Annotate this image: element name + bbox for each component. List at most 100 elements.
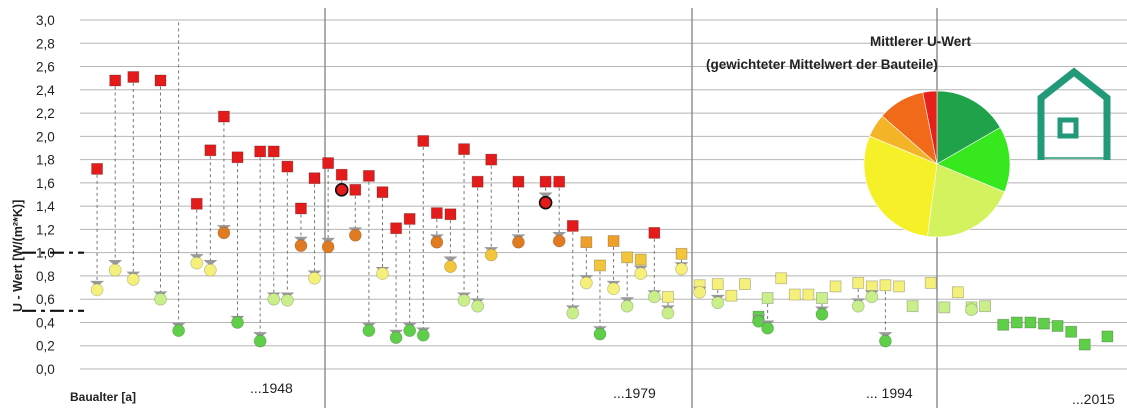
u-value-circle (294, 239, 308, 253)
u-value-square (906, 300, 919, 313)
y-tick-label: 2,4 (36, 83, 55, 98)
target-tick (108, 259, 123, 266)
u-value-square (1078, 338, 1091, 351)
x-axis-label: Baualter [a] (70, 390, 136, 404)
target-tick (203, 259, 218, 266)
u-value-square (607, 235, 620, 247)
y-tick-label: 3,0 (36, 13, 55, 28)
u-value-circle (593, 327, 607, 341)
u-value-circle (965, 303, 978, 317)
u-value-square (594, 259, 606, 272)
u-value-square (1101, 330, 1114, 343)
u-value-square (997, 318, 1010, 331)
era-label-2015: ...2015 (1072, 391, 1115, 407)
u-value-square (802, 288, 815, 301)
u-value-circle (471, 299, 485, 313)
u-value-square (308, 172, 321, 185)
u-value-circle (566, 306, 580, 320)
u-value-square (553, 175, 566, 188)
u-value-circle (444, 260, 457, 274)
u-value-square (788, 288, 801, 301)
u-value-square (1010, 316, 1023, 329)
u-value-square (879, 279, 892, 292)
pie-slice (936, 90, 1001, 165)
u-value-square (91, 163, 103, 175)
u-value-circle (154, 292, 167, 306)
u-value-square (204, 144, 217, 157)
connector-lines (96, 22, 972, 342)
u-value-square (761, 292, 774, 304)
u-value-square (127, 71, 140, 83)
pie-slice (936, 127, 1011, 193)
u-value-square (621, 251, 634, 264)
pie-title-line2: (gewichteter Mittelwert der Bauteile) (706, 57, 938, 72)
u-value-circle (512, 235, 525, 249)
u-value-square (829, 280, 842, 293)
era-label-1979: ...1979 (613, 385, 656, 401)
pie-chart (863, 90, 1011, 238)
u-value-circle (647, 290, 661, 304)
u-value-circle (865, 290, 879, 304)
u-value-square (648, 226, 661, 239)
y-tick-label: 1,6 (36, 176, 55, 191)
u-value-square (711, 278, 724, 290)
u-value-square (231, 151, 244, 164)
u-value-square (349, 183, 362, 196)
y-axis-ticks: 0,0 0,2 0,4 0,6 0,8 1,0 1,2 1,4 1,6 1,8 2,0 2,2 2,4 2… (36, 13, 55, 377)
u-value-square (662, 290, 674, 303)
u-value-square (938, 301, 951, 314)
data-points (90, 71, 1114, 351)
u-value-circle (711, 296, 725, 310)
u-value-circle (267, 292, 281, 306)
y-tick-label: 0,8 (36, 269, 55, 284)
y-axis-label: U - Wert [W/(m²*K)] (11, 200, 25, 312)
u-value-circle (552, 234, 566, 248)
pie-slice (863, 135, 938, 237)
y-tick-label: 1,2 (36, 222, 55, 237)
target-tick (538, 192, 553, 199)
u-value-square (335, 168, 348, 181)
era-label-1948: ...1948 (250, 380, 293, 396)
u-value-square (951, 286, 964, 299)
era-label-1994: ... 1994 (866, 385, 913, 401)
u-value-circle (203, 263, 217, 277)
u-value-square (1051, 320, 1064, 332)
u-value-circle (253, 334, 267, 348)
u-value-circle (90, 283, 104, 297)
u-value-square (634, 253, 647, 266)
u-value-circle (761, 321, 775, 335)
u-value-circle (430, 235, 444, 249)
u-value-square (566, 220, 579, 232)
y-tick-label: 2,8 (36, 36, 55, 51)
y-tick-label: 2,6 (36, 60, 55, 75)
y-tick-label: 1,0 (36, 246, 55, 261)
u-value-square (675, 247, 688, 260)
u-value-circle (362, 324, 376, 338)
u-value-square (254, 145, 267, 158)
u-value-square (725, 289, 738, 302)
u-value-circle (484, 248, 498, 262)
u-value-circle (457, 293, 471, 307)
u-value-square (1065, 325, 1078, 338)
u-value-square (390, 222, 402, 235)
u-value-square (539, 175, 552, 188)
u-value-square (852, 277, 865, 289)
pie-slice (927, 163, 1005, 238)
u-value-square (218, 110, 230, 123)
u-value-square (979, 300, 991, 313)
u-value-circle (280, 293, 294, 307)
u-value-square (471, 175, 484, 188)
u-value-circle (693, 285, 707, 299)
y-tick-label: 2,0 (36, 129, 55, 144)
u-value-square (816, 292, 828, 304)
reference-markers (22, 251, 84, 312)
u-value-circle (815, 307, 829, 321)
pie-slice (922, 90, 938, 165)
u-value-square (376, 186, 389, 199)
u-value-circle (231, 316, 244, 329)
u-value-circle (675, 262, 688, 276)
y-tick-label: 1,8 (36, 153, 55, 168)
u-value-circle (403, 324, 417, 338)
